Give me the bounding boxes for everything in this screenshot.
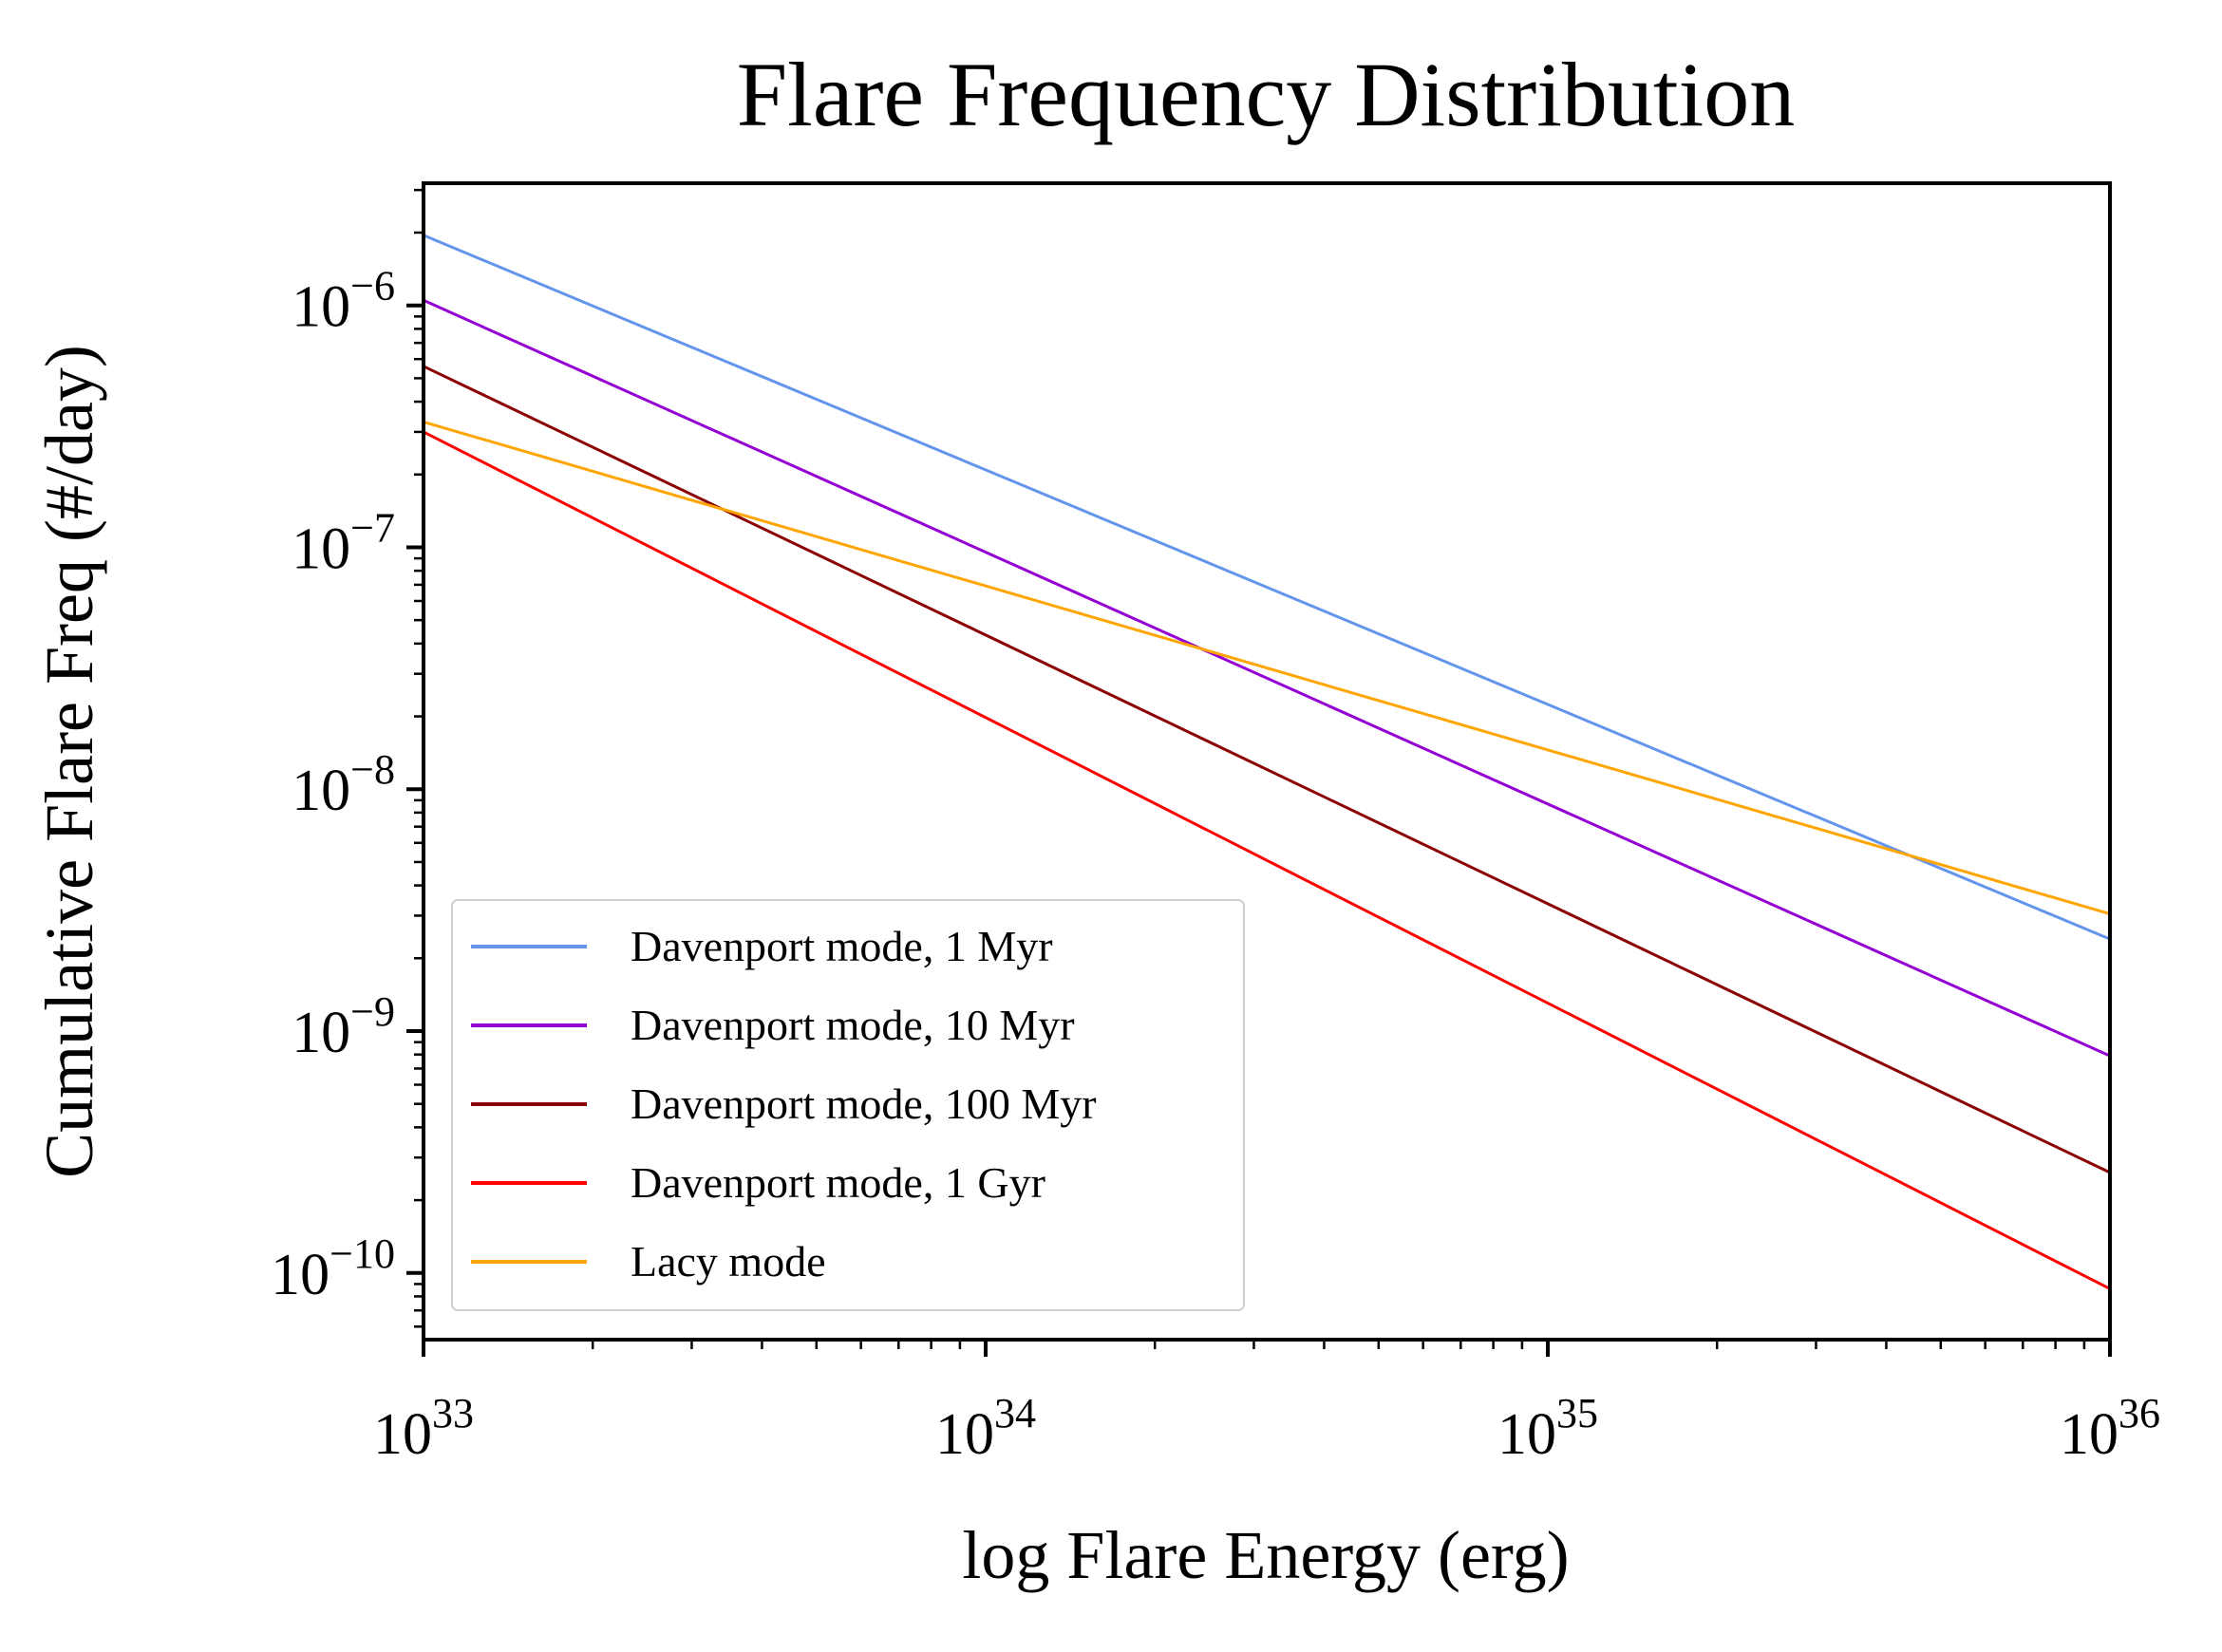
legend-label-3: Davenport mode, 100 Myr bbox=[631, 1079, 1097, 1128]
series-layer bbox=[423, 234, 2111, 1290]
legend-label-2: Davenport mode, 10 Myr bbox=[631, 1001, 1075, 1049]
y-tick-label: 10−9 bbox=[292, 988, 395, 1065]
y-axis-label: Cumulative Flare Freq (#/day) bbox=[31, 345, 107, 1178]
x-tick-label: 1034 bbox=[935, 1390, 1036, 1467]
x-axis-label: log Flare Energy (erg) bbox=[962, 1517, 1569, 1593]
x-tick-label: 1035 bbox=[1497, 1390, 1598, 1467]
y-axis: 10−10 10−9 10−8 10−7 10−6 bbox=[271, 263, 424, 1307]
x-tick-label: 1036 bbox=[2060, 1390, 2160, 1467]
series-line-1 bbox=[423, 234, 2111, 941]
x-tick-label: 1033 bbox=[373, 1390, 474, 1467]
legend-label-4: Davenport mode, 1 Gyr bbox=[631, 1158, 1045, 1207]
legend-label-5: Lacy mode bbox=[631, 1237, 826, 1286]
y-tick-label: 10−7 bbox=[292, 504, 395, 581]
chart-title: Flare Frequency Distribution bbox=[737, 44, 1795, 145]
series-line-3 bbox=[423, 365, 2111, 1174]
legend-box bbox=[451, 899, 1245, 1311]
y-tick-label: 10−10 bbox=[271, 1230, 395, 1307]
plot-frame bbox=[422, 181, 2112, 1342]
series-line-2 bbox=[423, 298, 2111, 1058]
legend: Davenport mode, 1 Myr Davenport mode, 10 … bbox=[451, 899, 1245, 1311]
x-axis: 1033 1034 1035 1036 bbox=[373, 1340, 2160, 1467]
y-tick-label: 10−6 bbox=[292, 263, 395, 340]
legend-label-1: Davenport mode, 1 Myr bbox=[631, 922, 1053, 970]
y-tick-label: 10−8 bbox=[292, 746, 395, 823]
series-line-5 bbox=[423, 420, 2111, 916]
series-line-4 bbox=[423, 430, 2111, 1290]
